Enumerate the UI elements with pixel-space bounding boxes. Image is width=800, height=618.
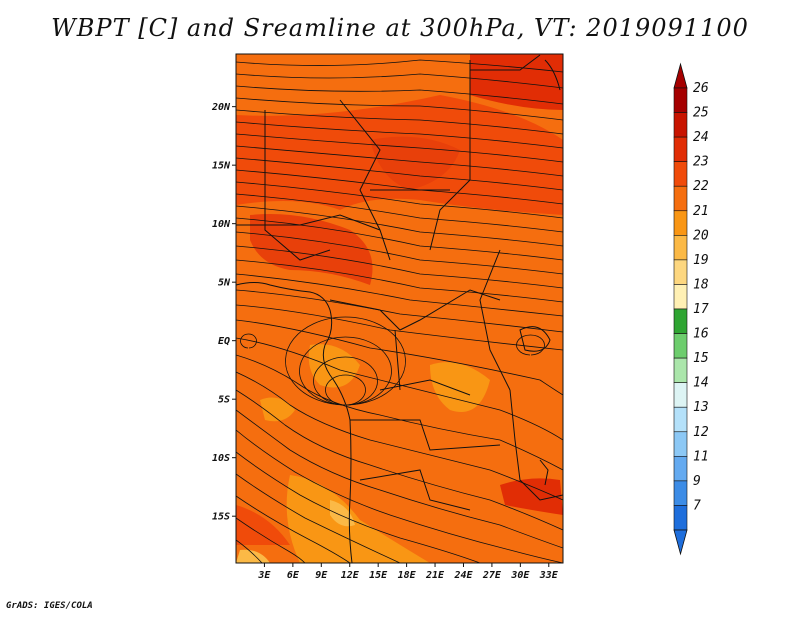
colorbar-bottom-arrow bbox=[673, 529, 688, 556]
colorbar-segment bbox=[673, 357, 688, 383]
chart-title: WBPT [C] and Sreamline at 300hPa, VT: 20… bbox=[51, 14, 749, 42]
lat-tick-label: 15S bbox=[212, 512, 230, 523]
colorbar-segment bbox=[673, 431, 688, 457]
colorbar-label: 17 bbox=[693, 302, 709, 317]
longitude-axis: 3E 6E 9E 12E 15E 18E 21E 24E 27E 30E 33E bbox=[257, 563, 559, 581]
streamlines bbox=[236, 59, 563, 563]
colorbar-label: 12 bbox=[693, 425, 709, 440]
colorbar-segment bbox=[673, 284, 688, 310]
colorbar-segment bbox=[673, 185, 688, 212]
lat-tick-label: 20N bbox=[211, 102, 231, 113]
lat-tick-label: 5N bbox=[218, 278, 231, 289]
colorbar-segment bbox=[673, 406, 688, 433]
colorbar-label: 23 bbox=[693, 155, 709, 170]
colorbar-label: 18 bbox=[693, 277, 709, 292]
lon-tick-label: 21E bbox=[425, 570, 445, 581]
lat-tick-label: 10S bbox=[212, 453, 230, 464]
colorbar-label: 22 bbox=[693, 179, 709, 194]
lon-tick-label: 18E bbox=[398, 570, 417, 581]
grads-credit: GrADS: IGES/COLA bbox=[6, 601, 93, 611]
lon-tick-label: 27E bbox=[482, 570, 502, 581]
colorbar-segment bbox=[673, 308, 688, 334]
colorbar-label: 7 bbox=[693, 498, 701, 513]
colorbar-label: 20 bbox=[693, 228, 709, 243]
lon-tick-label: 12E bbox=[341, 570, 360, 581]
lon-tick-label: 9E bbox=[315, 570, 328, 581]
latitude-axis: 20N 15N 10N 5N EQ 5S 10S 15S bbox=[211, 102, 236, 523]
colorbar-segment bbox=[673, 112, 688, 138]
wbpt-field bbox=[236, 54, 563, 563]
lon-tick-label: 24E bbox=[453, 570, 473, 581]
colorbar-segment bbox=[673, 161, 688, 187]
colorbar: 26 25 24 23 22 21 20 19 18 17 16 15 14 13 12 11 9 7 bbox=[673, 62, 709, 556]
colorbar-label: 15 bbox=[693, 351, 709, 366]
colorbar-label: 16 bbox=[693, 327, 709, 342]
lon-tick-label: 30E bbox=[510, 570, 530, 581]
colorbar-label: 26 bbox=[693, 81, 709, 96]
colorbar-segment bbox=[673, 505, 688, 531]
lat-tick-label: 10N bbox=[212, 219, 231, 230]
colorbar-top-arrow bbox=[673, 62, 688, 89]
colorbar-label: 11 bbox=[693, 449, 709, 464]
lon-tick-label: 33E bbox=[539, 570, 559, 581]
colorbar-segment bbox=[673, 136, 688, 162]
colorbar-segment bbox=[673, 210, 688, 236]
colorbar-segment bbox=[673, 456, 688, 482]
colorbar-label: 19 bbox=[693, 253, 709, 268]
lat-tick-label: EQ bbox=[218, 336, 230, 347]
map-frame bbox=[235, 53, 564, 564]
colorbar-label: 24 bbox=[693, 130, 709, 145]
colorbar-segment bbox=[673, 480, 688, 506]
colorbar-segment bbox=[673, 333, 688, 359]
lon-tick-label: 3E bbox=[257, 570, 271, 581]
colorbar-label: 25 bbox=[693, 106, 709, 121]
lon-tick-label: 15E bbox=[369, 570, 388, 581]
colorbar-segment bbox=[673, 259, 688, 285]
colorbar-label: 13 bbox=[693, 400, 709, 415]
colorbar-label: 21 bbox=[693, 204, 709, 219]
colorbar-label: 9 bbox=[693, 474, 701, 489]
colorbar-label: 14 bbox=[693, 376, 709, 391]
colorbar-segment bbox=[673, 87, 688, 113]
lat-tick-label: 15N bbox=[212, 161, 231, 172]
lon-tick-label: 6E bbox=[287, 570, 300, 581]
colorbar-segment bbox=[673, 382, 688, 408]
lat-tick-label: 5S bbox=[218, 395, 230, 406]
colorbar-segment bbox=[673, 235, 688, 261]
